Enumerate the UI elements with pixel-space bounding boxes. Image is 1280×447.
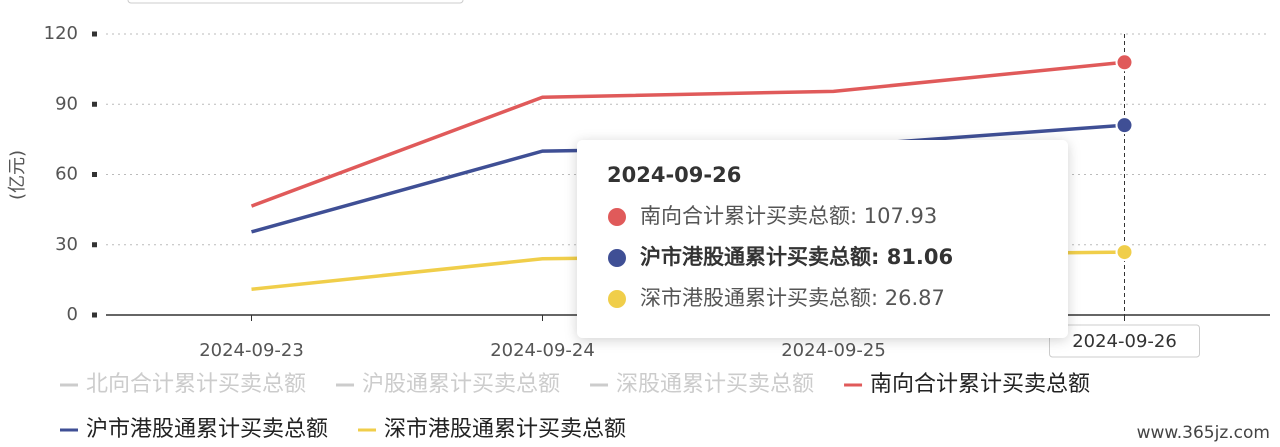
y-tick-mark	[92, 172, 97, 177]
top-control[interactable]	[127, 0, 464, 4]
series-line	[250, 60, 1125, 208]
x-tick-label: 2024-09-23	[199, 340, 304, 361]
tooltip: 2024-09-26 南向合计累计买卖总额: 107.93 沪市港股通累计买卖总额:…	[577, 140, 1068, 338]
y-tick-label: 0	[67, 304, 78, 325]
axis-pointer-label-box	[1049, 324, 1200, 358]
tooltip-box	[577, 140, 1068, 338]
y-tick-label: 90	[55, 93, 78, 114]
x-tick-label: 2024-09-24	[490, 340, 595, 361]
legend-item[interactable]: 深股通累计买卖总额	[590, 372, 814, 397]
tooltip-row: 南向合计累计买卖总额: 107.93	[640, 204, 937, 228]
highlight-point	[1115, 53, 1134, 72]
legend-label: 沪股通累计买卖总额	[362, 372, 560, 397]
y-tick-mark	[92, 31, 97, 37]
tooltip-dot	[608, 208, 626, 226]
x-tick-label: 2024-09-25	[781, 340, 886, 361]
legend-label: 南向合计累计买卖总额	[870, 372, 1090, 397]
y-tick-label: 60	[55, 164, 78, 185]
legend-item[interactable]: 沪股通累计买卖总额	[336, 372, 560, 397]
y-tick-mark	[92, 242, 97, 248]
y-axis-label: (亿元)	[7, 150, 28, 200]
highlight-point	[1115, 243, 1134, 262]
legend-label: 深市港股通累计买卖总额	[384, 417, 626, 442]
legend-item[interactable]: 北向合计累计买卖总额	[60, 372, 306, 397]
legend-label: 沪市港股通累计买卖总额	[86, 417, 328, 442]
tooltip-dot	[608, 249, 626, 267]
highlight-point	[1115, 116, 1134, 135]
tooltip-title: 2024-09-26	[607, 163, 741, 187]
tooltip-row: 深市港股通累计买卖总额: 26.87	[640, 286, 945, 310]
legend-item[interactable]: 南向合计累计买卖总额	[844, 372, 1090, 397]
axis-pointer-label: 2024-09-26	[1072, 331, 1177, 352]
y-tick-label: 120	[44, 23, 78, 44]
watermark: www.365jz.com	[1137, 423, 1270, 443]
tooltip-dot	[608, 290, 626, 308]
legend-label: 北向合计累计买卖总额	[86, 372, 306, 397]
legend-label: 深股通累计买卖总额	[616, 372, 814, 397]
legend-item[interactable]: 沪市港股通累计买卖总额	[60, 417, 328, 442]
tooltip-row: 沪市港股通累计买卖总额: 81.06	[640, 245, 953, 269]
legend-item[interactable]: 深市港股通累计买卖总额	[358, 417, 626, 442]
y-tick-mark	[92, 101, 97, 107]
y-tick-label: 30	[55, 234, 78, 255]
y-tick-mark	[92, 312, 97, 318]
